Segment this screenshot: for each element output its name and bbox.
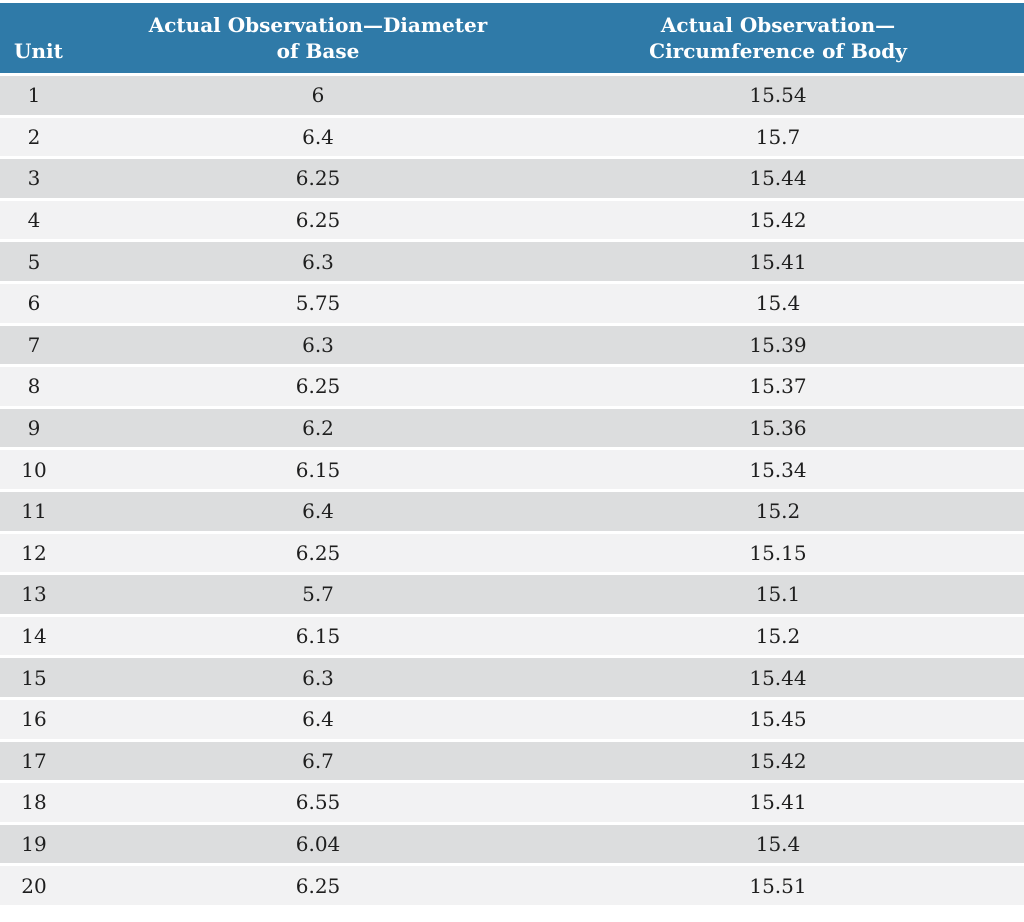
unit-cell: 13 — [0, 575, 104, 614]
table-row: 4 6.25 15.42 — [0, 200, 1024, 240]
column-header-diameter: Actual Observation—Diameter of Base — [104, 3, 532, 73]
diameter-cell: 6.4 — [104, 491, 532, 531]
table-row: 3 6.25 15.44 — [0, 159, 1024, 198]
circumference-cell: 15.54 — [532, 76, 1024, 115]
diameter-cell: 6.04 — [104, 824, 532, 864]
circumference-cell: 15.42 — [532, 741, 1024, 781]
diameter-cell: 6.55 — [104, 783, 532, 822]
unit-cell: 8 — [0, 367, 104, 406]
circumference-cell: 15.2 — [532, 491, 1024, 531]
circumference-cell: 15.41 — [532, 242, 1024, 281]
column-header-label: Actual Observation—Diameter of Base — [148, 13, 488, 63]
table-header: Unit Actual Observation—Diameter of Base… — [0, 3, 1024, 73]
table-row: 5 6.3 15.41 — [0, 242, 1024, 281]
diameter-cell: 6.25 — [104, 367, 532, 406]
circumference-cell: 15.7 — [532, 117, 1024, 157]
diameter-cell: 6 — [104, 76, 532, 115]
circumference-cell: 15.36 — [532, 408, 1024, 448]
circumference-cell: 15.4 — [532, 283, 1024, 323]
circumference-cell: 15.15 — [532, 533, 1024, 573]
diameter-cell: 6.3 — [104, 658, 532, 697]
circumference-cell: 15.4 — [532, 824, 1024, 864]
circumference-cell: 15.34 — [532, 450, 1024, 489]
unit-cell: 15 — [0, 658, 104, 697]
table-row: 13 5.7 15.1 — [0, 575, 1024, 614]
circumference-cell: 15.39 — [532, 325, 1024, 365]
diameter-cell: 6.4 — [104, 117, 532, 157]
table-row: 8 6.25 15.37 — [0, 367, 1024, 406]
unit-cell: 20 — [0, 866, 104, 905]
circumference-cell: 15.37 — [532, 367, 1024, 406]
table-row: 1 6 15.54 — [0, 76, 1024, 115]
table-row: 19 6.04 15.4 — [0, 824, 1024, 864]
diameter-cell: 6.15 — [104, 616, 532, 656]
column-header-unit: Unit — [0, 3, 104, 73]
unit-cell: 9 — [0, 408, 104, 448]
circumference-cell: 15.45 — [532, 699, 1024, 739]
table-row: 2 6.4 15.7 — [0, 117, 1024, 157]
table-row: 7 6.3 15.39 — [0, 325, 1024, 365]
table-row: 6 5.75 15.4 — [0, 283, 1024, 323]
circumference-cell: 15.2 — [532, 616, 1024, 656]
unit-cell: 14 — [0, 616, 104, 656]
table-row: 15 6.3 15.44 — [0, 658, 1024, 697]
diameter-cell: 6.25 — [104, 866, 532, 905]
column-header-label: Unit — [14, 39, 63, 63]
unit-cell: 1 — [0, 76, 104, 115]
unit-cell: 16 — [0, 699, 104, 739]
unit-cell: 12 — [0, 533, 104, 573]
circumference-cell: 15.51 — [532, 866, 1024, 905]
table-row: 12 6.25 15.15 — [0, 533, 1024, 573]
diameter-cell: 5.75 — [104, 283, 532, 323]
table-row: 18 6.55 15.41 — [0, 783, 1024, 822]
unit-cell: 18 — [0, 783, 104, 822]
table-row: 9 6.2 15.36 — [0, 408, 1024, 448]
circumference-cell: 15.1 — [532, 575, 1024, 614]
table-row: 16 6.4 15.45 — [0, 699, 1024, 739]
diameter-cell: 6.25 — [104, 159, 532, 198]
unit-cell: 17 — [0, 741, 104, 781]
column-header-label: Actual Observation—Circumference of Body — [649, 13, 907, 63]
diameter-cell: 6.3 — [104, 242, 532, 281]
table-row: 17 6.7 15.42 — [0, 741, 1024, 781]
table-row: 10 6.15 15.34 — [0, 450, 1024, 489]
unit-cell: 2 — [0, 117, 104, 157]
unit-cell: 3 — [0, 159, 104, 198]
unit-cell: 11 — [0, 491, 104, 531]
unit-cell: 5 — [0, 242, 104, 281]
header-row: Unit Actual Observation—Diameter of Base… — [0, 3, 1024, 73]
table-row: 20 6.25 15.51 — [0, 866, 1024, 905]
circumference-cell: 15.44 — [532, 159, 1024, 198]
table-body: 1 6 15.54 2 6.4 15.7 3 6.25 15.44 4 6.25… — [0, 76, 1024, 905]
diameter-cell: 6.25 — [104, 533, 532, 573]
diameter-cell: 6.4 — [104, 699, 532, 739]
table-row: 14 6.15 15.2 — [0, 616, 1024, 656]
diameter-cell: 5.7 — [104, 575, 532, 614]
diameter-cell: 6.3 — [104, 325, 532, 365]
column-header-circumference: Actual Observation—Circumference of Body — [532, 3, 1024, 73]
circumference-cell: 15.41 — [532, 783, 1024, 822]
diameter-cell: 6.25 — [104, 200, 532, 240]
unit-cell: 4 — [0, 200, 104, 240]
unit-cell: 10 — [0, 450, 104, 489]
unit-cell: 19 — [0, 824, 104, 864]
circumference-cell: 15.44 — [532, 658, 1024, 697]
circumference-cell: 15.42 — [532, 200, 1024, 240]
diameter-cell: 6.7 — [104, 741, 532, 781]
diameter-cell: 6.2 — [104, 408, 532, 448]
unit-cell: 7 — [0, 325, 104, 365]
table-row: 11 6.4 15.2 — [0, 491, 1024, 531]
diameter-cell: 6.15 — [104, 450, 532, 489]
unit-cell: 6 — [0, 283, 104, 323]
